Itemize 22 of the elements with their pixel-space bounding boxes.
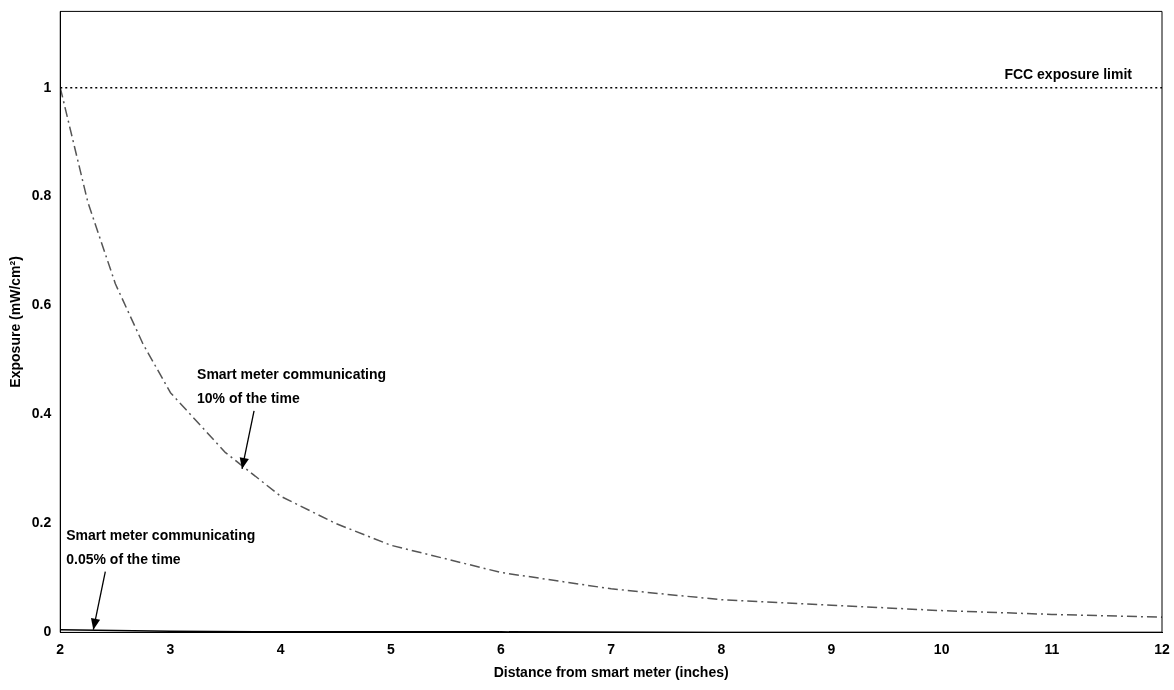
x-tick-label: 5 [386,640,395,657]
x-tick-label: 8 [717,640,726,657]
y-tick-label: 0.6 [31,296,52,313]
y-tick-label: 0.8 [31,187,52,204]
x-tick-label: 3 [166,640,175,657]
x-tick-label: 6 [497,640,506,657]
y-tick-label: 0.2 [31,514,52,531]
annotation: Smart meter communicating 0.05% of the time [66,526,256,567]
y-axis-title: Exposure (mW/cm²) [7,256,24,388]
x-axis-title: Distance from smart meter (inches) [493,664,729,681]
y-tick-label: 1 [43,78,52,95]
x-tick-label: 11 [1044,640,1060,657]
x-tick-label: 4 [276,640,285,657]
x-tick-label: 9 [827,640,836,657]
x-tick-label: 12 [1154,640,1170,657]
x-tick-label: 7 [607,640,616,657]
y-tick-label: 0 [43,623,52,640]
ref-line-label: FCC exposure limit [1004,65,1133,82]
x-tick-label: 10 [933,640,950,657]
x-tick-label: 2 [56,640,65,657]
y-tick-label: 0.4 [31,405,52,422]
annotation: Smart meter communicating 10% of the time [197,365,387,406]
